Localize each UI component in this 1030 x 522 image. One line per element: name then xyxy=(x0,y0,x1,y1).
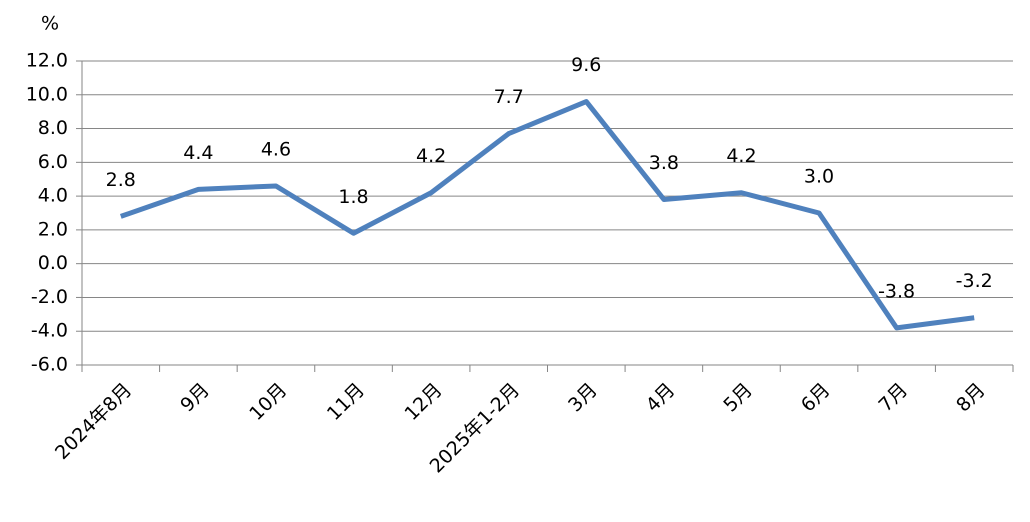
data-label: 3.0 xyxy=(804,166,834,188)
line xyxy=(119,99,975,331)
y-tick-label: -2.0 xyxy=(31,286,68,308)
data-label: 4.6 xyxy=(261,138,291,160)
data-label: 7.7 xyxy=(494,86,524,108)
y-tick-label: -4.0 xyxy=(31,320,68,342)
x-tick-label: 3月 xyxy=(564,379,602,417)
x-tick-label: 6月 xyxy=(797,379,835,417)
x-tick-label: 9月 xyxy=(176,379,214,417)
data-label: 2.8 xyxy=(106,169,136,191)
data-label: 9.6 xyxy=(571,54,601,76)
data-label: 4.2 xyxy=(726,145,756,167)
x-tick-label: 7月 xyxy=(875,379,913,417)
y-tick-label: 6.0 xyxy=(38,151,68,173)
data-label: -3.2 xyxy=(956,270,993,292)
x-tick-label: 10月 xyxy=(245,379,291,425)
y-tick-label: 12.0 xyxy=(26,50,68,72)
data-label: 4.4 xyxy=(183,142,213,164)
y-tick-label: 8.0 xyxy=(38,117,68,139)
y-tick-label: 2.0 xyxy=(38,218,68,240)
y-tick-label: 0.0 xyxy=(38,252,68,274)
y-tick-label: 10.0 xyxy=(26,83,68,105)
x-tick-label: 12月 xyxy=(400,379,446,425)
y-axis-label: % xyxy=(41,13,59,35)
y-tick-label: 4.0 xyxy=(38,185,68,207)
data-label: 3.8 xyxy=(649,152,679,174)
data-label: -3.8 xyxy=(878,280,915,302)
x-tick-label: 8月 xyxy=(952,379,990,417)
x-tick-label: 5月 xyxy=(719,379,757,417)
x-tick-label: 2024年8月 xyxy=(51,379,136,464)
x-tick-label: 4月 xyxy=(642,379,680,417)
data-label: 1.8 xyxy=(338,186,368,208)
y-tick-label: -6.0 xyxy=(31,354,68,376)
data-label: 4.2 xyxy=(416,145,446,167)
x-tick-label: 11月 xyxy=(323,379,369,425)
